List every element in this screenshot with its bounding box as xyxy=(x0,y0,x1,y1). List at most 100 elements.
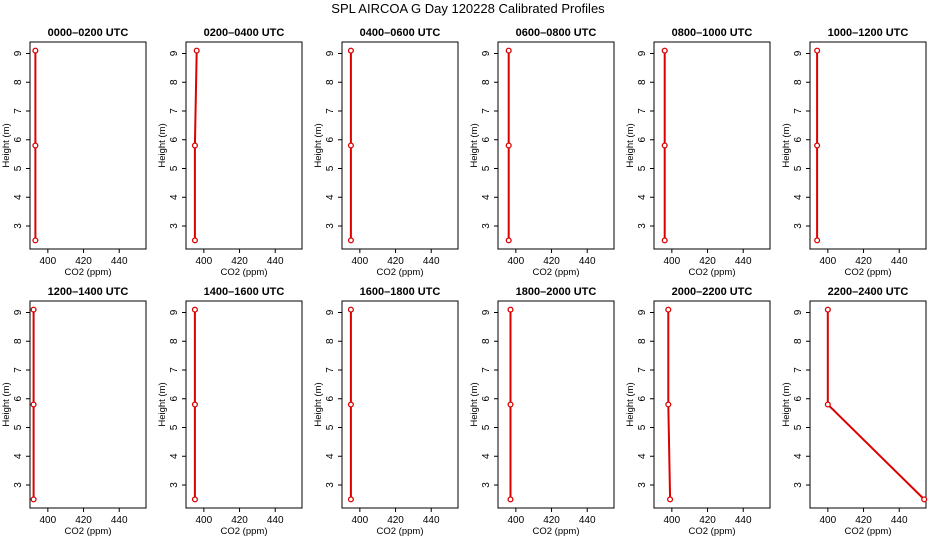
y-tick-label: 7 xyxy=(481,108,492,114)
x-tick-label: 420 xyxy=(699,256,716,267)
profile-point xyxy=(191,237,198,244)
y-axis-label: Height (m) xyxy=(781,123,792,167)
profile-point xyxy=(814,47,821,54)
plot-frame xyxy=(497,300,615,509)
x-tick-label: 420 xyxy=(855,515,872,526)
y-tick-label: 6 xyxy=(169,137,180,143)
y-axis-label: Height (m) xyxy=(781,382,792,426)
panel-1: 0200–0400 UTC 400 420 440 3 4 5 6 7 8 9 CO2 (ppm) He… xyxy=(157,27,303,278)
x-tick-label: 420 xyxy=(387,515,404,526)
panel-title: 1800–2000 UTC xyxy=(516,286,597,298)
y-tick-label: 4 xyxy=(13,453,24,459)
profile-point xyxy=(347,496,354,503)
profile-point xyxy=(505,47,512,54)
profile-point xyxy=(32,142,39,149)
y-tick-label: 9 xyxy=(637,309,648,315)
x-tick-label: 400 xyxy=(196,256,213,267)
profile-point xyxy=(191,306,198,313)
profile-point xyxy=(507,306,514,313)
profile-point xyxy=(824,401,831,408)
y-tick-label: 7 xyxy=(169,108,180,114)
panel-title: 0800–1000 UTC xyxy=(672,27,753,39)
y-tick-label: 9 xyxy=(481,50,492,56)
y-tick-label: 4 xyxy=(169,453,180,459)
profile-point xyxy=(507,401,514,408)
y-tick-label: 6 xyxy=(481,137,492,143)
panel-10: 2000–2200 UTC 400 420 440 3 4 5 6 7 8 9 CO2 (ppm) He… xyxy=(625,286,771,537)
y-tick-label: 3 xyxy=(637,482,648,488)
panel-0: 0000–0200 UTC 400 420 440 3 4 5 6 7 8 9 CO2 (ppm) He… xyxy=(1,27,147,278)
x-tick-label: 400 xyxy=(508,256,525,267)
profile-point xyxy=(665,401,672,408)
y-tick-label: 8 xyxy=(169,338,180,344)
y-tick-label: 9 xyxy=(793,309,804,315)
y-tick-label: 7 xyxy=(325,108,336,114)
y-tick-label: 5 xyxy=(481,424,492,430)
x-axis-label: CO2 (ppm) xyxy=(845,526,892,537)
x-tick-label: 420 xyxy=(855,256,872,267)
y-tick-label: 8 xyxy=(481,79,492,85)
y-tick-label: 5 xyxy=(325,424,336,430)
y-tick-label: 6 xyxy=(325,137,336,143)
profile-point xyxy=(191,496,198,503)
panel-2: 0400–0600 UTC 400 420 440 3 4 5 6 7 8 9 CO2 (ppm) He… xyxy=(313,27,459,278)
y-tick-label: 5 xyxy=(169,165,180,171)
profile-point xyxy=(814,142,821,149)
panel-5: 1000–1200 UTC 400 420 440 3 4 5 6 7 8 9 CO2 (ppm) He… xyxy=(781,27,927,278)
profile-point xyxy=(191,401,198,408)
x-axis-label: CO2 (ppm) xyxy=(845,267,892,278)
x-axis-label: CO2 (ppm) xyxy=(221,267,268,278)
y-tick-label: 9 xyxy=(13,309,24,315)
panel-3: 0600–0800 UTC 400 420 440 3 4 5 6 7 8 9 CO2 (ppm) He… xyxy=(469,27,615,278)
y-tick-label: 7 xyxy=(13,108,24,114)
panel-title: 0200–0400 UTC xyxy=(204,27,285,39)
y-axis-label: Height (m) xyxy=(469,382,480,426)
panel-title: 1400–1600 UTC xyxy=(204,286,285,298)
x-tick-label: 440 xyxy=(423,515,440,526)
y-tick-label: 4 xyxy=(325,453,336,459)
y-tick-label: 7 xyxy=(637,108,648,114)
profile-point xyxy=(347,306,354,313)
y-tick-label: 4 xyxy=(325,194,336,200)
y-tick-label: 8 xyxy=(13,79,24,85)
y-tick-label: 6 xyxy=(793,396,804,402)
x-tick-label: 440 xyxy=(891,515,908,526)
x-axis-label: CO2 (ppm) xyxy=(533,267,580,278)
y-tick-label: 8 xyxy=(637,79,648,85)
profile-point xyxy=(667,496,674,503)
profile-point xyxy=(191,142,198,149)
x-tick-label: 400 xyxy=(196,515,213,526)
y-tick-label: 8 xyxy=(13,338,24,344)
plot-frame xyxy=(341,300,459,509)
y-tick-label: 9 xyxy=(637,50,648,56)
x-axis-label: CO2 (ppm) xyxy=(65,267,112,278)
plot-frame xyxy=(29,41,147,250)
x-tick-label: 400 xyxy=(664,515,681,526)
y-tick-label: 3 xyxy=(637,223,648,229)
y-axis-label: Height (m) xyxy=(469,123,480,167)
profile-point xyxy=(347,142,354,149)
x-tick-label: 440 xyxy=(579,256,596,267)
y-tick-label: 6 xyxy=(13,396,24,402)
panels: 0000–0200 UTC 400 420 440 3 4 5 6 7 8 9 CO2 (ppm) He… xyxy=(1,27,928,537)
panel-title: 0600–0800 UTC xyxy=(516,27,597,39)
figure-title: SPL AIRCOA G Day 120228 Calibrated Profi… xyxy=(331,1,605,16)
y-axis-label: Height (m) xyxy=(157,382,168,426)
plot-frame xyxy=(653,41,771,250)
panel-11: 2200–2400 UTC 400 420 440 3 4 5 6 7 8 9 CO2 (ppm) He… xyxy=(781,286,928,537)
profile-point xyxy=(30,306,37,313)
y-tick-label: 3 xyxy=(13,223,24,229)
y-tick-label: 7 xyxy=(637,367,648,373)
y-tick-label: 4 xyxy=(793,453,804,459)
y-axis-label: Height (m) xyxy=(157,123,168,167)
x-tick-label: 420 xyxy=(543,256,560,267)
panel-8: 1600–1800 UTC 400 420 440 3 4 5 6 7 8 9 CO2 (ppm) He… xyxy=(313,286,459,537)
panel-title: 1600–1800 UTC xyxy=(360,286,441,298)
y-tick-label: 6 xyxy=(13,137,24,143)
y-tick-label: 4 xyxy=(637,194,648,200)
y-tick-label: 3 xyxy=(169,482,180,488)
y-tick-label: 9 xyxy=(325,50,336,56)
x-tick-label: 400 xyxy=(508,515,525,526)
y-tick-label: 5 xyxy=(481,165,492,171)
y-tick-label: 6 xyxy=(637,396,648,402)
